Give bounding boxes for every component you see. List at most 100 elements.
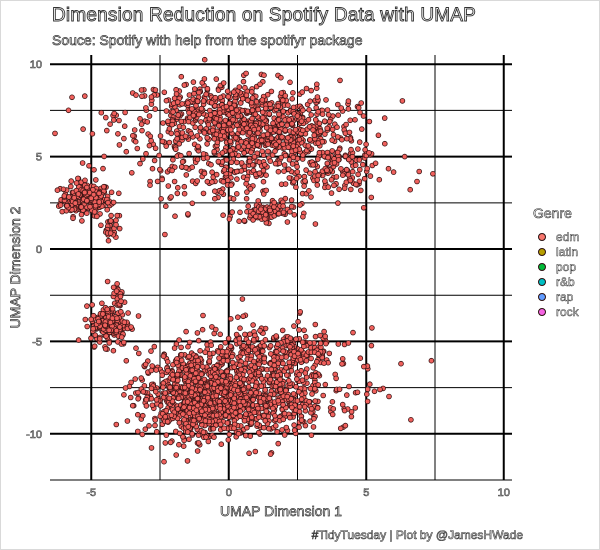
data-point (139, 93, 145, 100)
data-point (354, 389, 361, 396)
data-point (210, 425, 217, 432)
data-point (294, 169, 301, 175)
data-point (267, 351, 274, 357)
legend-key-rock (538, 307, 546, 316)
data-point (73, 180, 80, 186)
y-tick-label: -5 (32, 336, 42, 348)
data-point (227, 343, 234, 350)
data-point (253, 389, 259, 396)
data-point (312, 333, 319, 340)
data-point (193, 370, 199, 377)
data-point (89, 131, 96, 137)
data-point (250, 322, 256, 328)
data-point (147, 133, 154, 140)
data-point (116, 142, 123, 148)
data-point (148, 348, 154, 354)
data-point (138, 121, 145, 127)
data-point (339, 401, 346, 408)
data-point (343, 121, 349, 128)
data-point (278, 90, 285, 96)
data-point (255, 429, 262, 436)
data-point (208, 99, 215, 106)
data-point (52, 130, 58, 137)
data-point (321, 328, 327, 335)
data-point (343, 135, 350, 142)
data-point (65, 107, 72, 114)
data-point (143, 396, 150, 403)
data-point (218, 385, 224, 391)
data-point (342, 422, 349, 429)
data-point (106, 327, 112, 334)
data-point (189, 106, 195, 112)
data-point (267, 376, 274, 383)
data-point (324, 125, 331, 132)
data-point (144, 119, 151, 125)
data-point (227, 138, 234, 145)
data-point (194, 363, 201, 370)
data-point (254, 421, 261, 427)
data-point (225, 94, 232, 100)
data-point (265, 148, 271, 155)
data-point (194, 395, 201, 402)
legend-title: Genre (533, 205, 573, 222)
data-point (314, 405, 321, 411)
data-point (137, 116, 143, 122)
data-point (118, 308, 124, 315)
data-point (249, 95, 256, 101)
data-point (198, 371, 205, 378)
data-point (213, 392, 220, 399)
data-point (212, 366, 218, 372)
data-point (176, 337, 182, 343)
data-point (198, 105, 205, 112)
data-point (164, 418, 171, 425)
data-point (148, 94, 155, 100)
data-point (221, 425, 227, 432)
data-point (108, 212, 114, 219)
data-point (217, 405, 223, 412)
data-point (244, 125, 250, 131)
data-point (314, 94, 321, 100)
data-point (238, 366, 244, 373)
data-point (294, 113, 301, 119)
data-point (355, 171, 361, 178)
data-point (168, 194, 174, 200)
data-point (381, 140, 388, 147)
data-point (298, 417, 305, 423)
data-point (428, 357, 435, 364)
data-point (345, 156, 352, 163)
data-point (329, 398, 336, 405)
data-point (253, 213, 259, 220)
data-point (282, 93, 289, 99)
legend-label-latin: latin (556, 244, 579, 259)
data-point (141, 382, 148, 389)
y-tick-label: 10 (30, 59, 42, 71)
data-point (317, 340, 324, 347)
data-point (162, 390, 169, 396)
data-point (263, 125, 270, 131)
data-point (106, 340, 113, 346)
data-point (259, 148, 266, 155)
data-point (177, 430, 183, 437)
data-point (334, 134, 341, 140)
data-point (249, 107, 256, 113)
data-point (139, 431, 146, 438)
data-point (329, 137, 335, 143)
data-point (234, 387, 241, 394)
data-point (245, 143, 252, 150)
data-point (324, 167, 330, 174)
data-point (291, 422, 297, 428)
data-point (137, 160, 143, 167)
data-point (163, 203, 169, 210)
data-point (353, 181, 359, 188)
data-point (143, 150, 149, 157)
legend-label-edm: edm (556, 229, 580, 244)
data-point (321, 360, 327, 366)
data-point (122, 109, 128, 116)
data-point (262, 211, 269, 218)
data-point (103, 114, 109, 121)
data-point (289, 96, 296, 102)
data-point (222, 412, 229, 418)
data-point (212, 195, 218, 202)
data-point (281, 168, 287, 175)
